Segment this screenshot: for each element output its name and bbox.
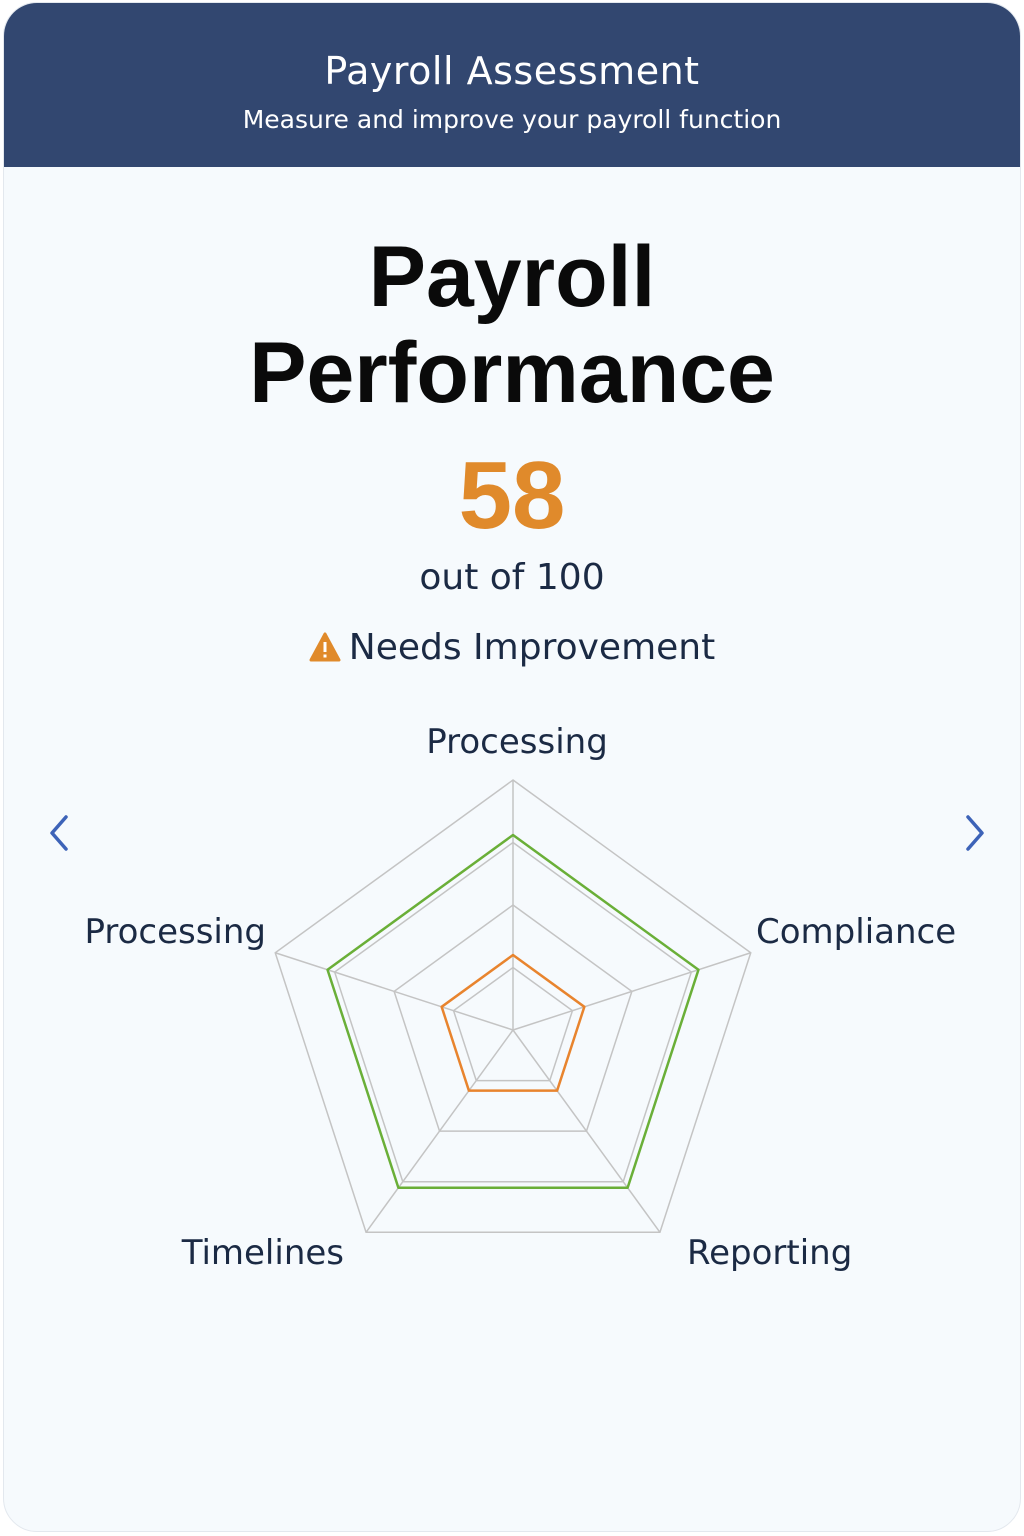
radar-axis-label: Compliance [756, 912, 956, 952]
radar-chart: Processing Compliance Reporting Timelines Pr… [84, 722, 956, 1273]
radar-series-inner [440, 953, 586, 1092]
previous-button[interactable] [40, 811, 80, 855]
status-badge: Needs Improvement [4, 627, 1020, 671]
radar-axis-labels: Processing Compliance Reporting Timelines Pr… [84, 722, 956, 1273]
radar-spoke [512, 952, 751, 1031]
radar-axis-label: Processing [84, 912, 266, 952]
radar-grid-ring [274, 779, 752, 1234]
next-button[interactable] [954, 811, 994, 855]
warning-triangle-icon [309, 630, 341, 671]
radar-axis-label: Reporting [687, 1233, 852, 1273]
header-subtitle: Measure and improve your payroll functio… [242, 105, 782, 134]
assessment-card: Payroll Assessment Measure and improve y… [3, 2, 1021, 1532]
score-value: 58 [458, 442, 566, 549]
radar-grid [274, 779, 752, 1234]
radar-spoke [275, 952, 514, 1031]
radar-grid-ring [333, 841, 693, 1183]
chevron-right-icon [966, 815, 984, 851]
radar-spoke [512, 1029, 661, 1233]
app-header: Payroll Assessment Measure and improve y… [4, 3, 1020, 167]
radar-series-outer [326, 833, 700, 1190]
radar-axis-label: Timelines [181, 1233, 344, 1273]
header-title: Payroll Assessment [324, 49, 700, 93]
score-caption: out of 100 [419, 557, 605, 598]
radar-spokes [275, 780, 751, 1233]
status-label: Needs Improvement [348, 627, 716, 668]
page-title-line-1: Payroll [368, 229, 656, 325]
radar-series [326, 833, 700, 1190]
page-title: Payroll Performance [4, 229, 1020, 421]
radar-axis-label: Processing [426, 722, 608, 762]
radar-grid-ring [452, 966, 574, 1082]
radar-grid-ring [393, 904, 633, 1132]
page-title-line-2: Performance [249, 325, 775, 421]
chevron-left-icon [50, 815, 68, 851]
radar-spoke [365, 1029, 514, 1233]
